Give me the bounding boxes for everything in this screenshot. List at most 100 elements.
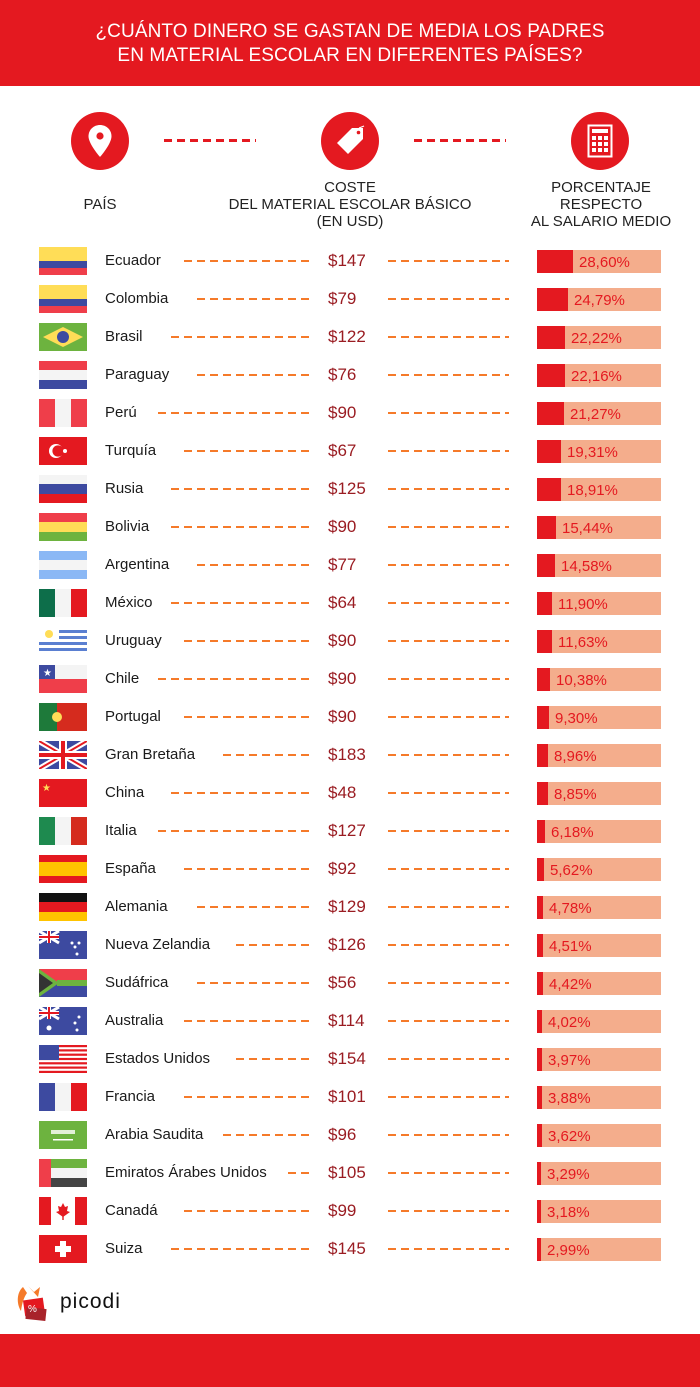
uk-flag-icon (39, 741, 87, 769)
leader-dash-right (388, 336, 509, 338)
cost-value: $99 (328, 1201, 357, 1220)
country-name: Canadá (105, 1202, 158, 1219)
footer-banner (0, 1334, 700, 1387)
colombia-flag-icon (39, 285, 87, 313)
country-name: Sudáfrica (105, 974, 169, 991)
percent-bar: 10,38% (537, 668, 661, 691)
picodi-logo: % picodi (14, 1284, 134, 1324)
cost-value: $96 (328, 1125, 357, 1144)
percent-value: 3,62% (548, 1128, 591, 1145)
percent-bar: 3,62% (537, 1124, 661, 1147)
percent-bar-fill (537, 554, 555, 577)
percent-bar: 22,22% (537, 326, 661, 349)
table-row: Colombia $79 24,79% (0, 284, 700, 314)
percent-bar-fill (537, 1238, 541, 1261)
svg-text:★: ★ (42, 783, 51, 794)
leader-dash-right (388, 488, 509, 490)
table-row: Rusia $125 18,91% (0, 474, 700, 504)
cost-value: $127 (328, 821, 366, 840)
country-name: Emiratos Árabes Unidos (105, 1164, 267, 1181)
leader-dash-left (288, 1172, 309, 1174)
percent-bar-fill (537, 516, 556, 539)
percent-value: 4,02% (548, 1014, 591, 1031)
percent-value: 4,42% (549, 976, 592, 993)
percent-bar-fill (537, 630, 552, 653)
percent-value: 8,96% (554, 748, 597, 765)
leader-dash-left (184, 1210, 309, 1212)
table-row: ★ Chile $90 10,38% (0, 664, 700, 694)
country-name: Perú (105, 404, 137, 421)
leader-dash-left (171, 792, 309, 794)
percent-value: 6,18% (551, 824, 594, 841)
russia-flag-icon (39, 475, 87, 503)
leader-dash-left (236, 1058, 309, 1060)
country-name: España (105, 860, 156, 877)
percent-value: 5,62% (550, 862, 593, 879)
percent-value: 3,29% (547, 1166, 590, 1183)
germany-flag-icon (39, 893, 87, 921)
percent-bar: 19,31% (537, 440, 661, 463)
percent-bar: 15,44% (537, 516, 661, 539)
percent-value: 11,63% (558, 634, 608, 651)
percent-value: 3,97% (548, 1052, 591, 1069)
percent-bar: 22,16% (537, 364, 661, 387)
table-row: Paraguay $76 22,16% (0, 360, 700, 390)
country-name: Arabia Saudita (105, 1126, 204, 1143)
table-row: Italia $127 6,18% (0, 816, 700, 846)
cost-value: $48 (328, 783, 357, 802)
percent-value: 3,18% (547, 1204, 590, 1221)
fox-tag-icon: % (17, 1286, 47, 1322)
table-row: Turquía $67 19,31% (0, 436, 700, 466)
column-header-cost-line2: DEL MATERIAL ESCOLAR BÁSICO (228, 196, 472, 213)
percent-bar: 11,90% (537, 592, 661, 615)
leader-dash-right (388, 374, 509, 376)
percent-bar-fill (537, 1048, 542, 1071)
cost-value: $90 (328, 403, 357, 422)
percent-value: 11,90% (558, 596, 608, 613)
leader-dash-right (388, 982, 509, 984)
france-flag-icon (39, 1083, 87, 1111)
country-name: Brasil (105, 328, 143, 345)
leader-dash-right (388, 906, 509, 908)
table-row: Gran Bretaña $183 8,96% (0, 740, 700, 770)
leader-dash-left (184, 1020, 309, 1022)
leader-dash-left (171, 488, 309, 490)
percent-value: 8,85% (554, 786, 597, 803)
percent-bar-fill (537, 934, 543, 957)
price-tag-icon (321, 112, 379, 170)
percent-value: 10,38% (556, 672, 607, 689)
cost-value: $76 (328, 365, 357, 384)
leader-dash-left (197, 982, 309, 984)
leader-dash-left (171, 526, 309, 528)
percent-bar-fill (537, 744, 548, 767)
percent-bar-fill (537, 668, 550, 691)
percent-bar-fill (537, 288, 568, 311)
leader-dash-right (388, 602, 509, 604)
table-row: Francia $101 3,88% (0, 1082, 700, 1112)
italy-flag-icon (39, 817, 87, 845)
leader-dash-left (171, 336, 309, 338)
leader-dash-right (388, 716, 509, 718)
cost-value: $145 (328, 1239, 366, 1258)
cost-value: $77 (328, 555, 357, 574)
percent-bar-fill (537, 478, 561, 501)
column-header-country: PAÍS (60, 196, 140, 213)
title-banner: ¿CUÁNTO DINERO SE GASTAN DE MEDIA LOS PA… (0, 0, 700, 86)
leader-dash-right (388, 1058, 509, 1060)
leader-dash-left (236, 944, 309, 946)
calculator-icon (571, 112, 629, 170)
percent-value: 2,99% (547, 1242, 590, 1259)
cost-value: $90 (328, 517, 357, 536)
percent-bar-fill (537, 326, 565, 349)
column-header-percent: PORCENTAJE RESPECTO AL SALARIO MEDIO (515, 179, 687, 230)
percent-bar-fill (537, 402, 564, 425)
cost-value: $64 (328, 593, 357, 612)
ecuador-flag-icon (39, 247, 87, 275)
leader-dash-left (197, 906, 309, 908)
percent-value: 14,58% (561, 558, 612, 575)
cost-value: $67 (328, 441, 357, 460)
percent-value: 22,16% (571, 368, 622, 385)
country-name: Portugal (105, 708, 161, 725)
table-row: Uruguay $90 11,63% (0, 626, 700, 656)
country-name: Bolivia (105, 518, 150, 535)
